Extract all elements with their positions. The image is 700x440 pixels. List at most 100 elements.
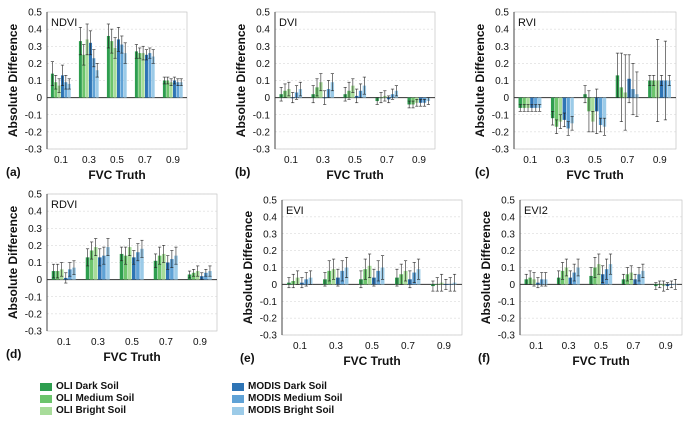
legend-label: OLI Medium Soil [56, 393, 135, 404]
y-tick-label: 0.3 [501, 229, 515, 240]
y-axis-label: Absolute Difference [6, 205, 20, 319]
bar [602, 97, 607, 127]
bar [659, 80, 664, 98]
bar [550, 97, 555, 119]
legend-label: OLI Bright Soil [56, 405, 126, 416]
y-tick-label: -0.2 [498, 314, 516, 325]
bar [102, 255, 106, 280]
bar [106, 247, 110, 280]
y-tick-label: -0.1 [253, 110, 271, 121]
y-tick-label: 0.5 [28, 190, 42, 201]
legend-item-oli-dark: OLI Dark Soil [40, 381, 119, 392]
bar [591, 97, 595, 122]
y-tick-label: 0.5 [501, 196, 515, 207]
bar [123, 53, 127, 98]
legend-swatch [232, 394, 244, 403]
legend-label: MODIS Medium Soil [248, 393, 343, 404]
bar [113, 47, 117, 98]
y-tick-label: 0.4 [263, 212, 277, 223]
bar [85, 39, 89, 98]
x-axis-label: FVC Truth [566, 168, 623, 182]
y-tick-label: -0.2 [25, 309, 43, 320]
y-tick-label: 0 [264, 93, 270, 104]
bar [138, 53, 142, 98]
panel-label: (a) [6, 165, 21, 179]
x-tick-label: 0.5 [594, 341, 608, 352]
y-tick-label: -0.2 [25, 127, 43, 138]
bar [89, 250, 94, 280]
panel-label: (b) [235, 165, 250, 179]
legend-label: MODIS Dark Soil [248, 381, 327, 392]
bar [95, 70, 99, 98]
y-tick-label: -0.3 [498, 331, 516, 342]
y-tick-label: 0.4 [28, 207, 42, 218]
bar [157, 255, 162, 280]
bar [106, 35, 110, 98]
x-tick-label: 0.9 [193, 337, 207, 348]
chart-title: NDVI [51, 17, 77, 29]
bar [179, 82, 183, 98]
y-tick-label: 0.2 [495, 59, 509, 70]
legend-swatch [232, 382, 244, 391]
chart-title: DVI [279, 17, 297, 29]
x-tick-label: 0.1 [284, 155, 298, 166]
x-tick-label: 0.3 [562, 341, 576, 352]
x-tick-label: 0.5 [348, 155, 362, 166]
bar [522, 97, 526, 108]
y-axis-label: Absolute Difference [234, 23, 248, 137]
bar [598, 97, 603, 126]
x-tick-label: 0.9 [653, 155, 667, 166]
chart-title: RDVI [51, 199, 77, 211]
y-tick-label: -0.3 [253, 145, 271, 156]
y-tick-label: 0.4 [256, 25, 270, 36]
chart-title: EVI2 [524, 205, 548, 217]
bar [518, 97, 522, 108]
bar [132, 257, 136, 280]
y-tick-label: 0.2 [501, 246, 515, 257]
y-tick-label: -0.1 [25, 292, 43, 303]
bar [570, 97, 574, 124]
bar [566, 97, 570, 129]
y-tick-label: 0.4 [28, 25, 42, 36]
y-tick-label: -0.3 [260, 331, 278, 342]
y-tick-label: 0.5 [263, 196, 277, 207]
y-tick-label: -0.1 [498, 297, 516, 308]
y-tick-label: 0.1 [28, 258, 42, 269]
y-tick-label: -0.2 [260, 314, 278, 325]
y-tick-label: -0.3 [492, 145, 510, 156]
legend-item-oli-bright: OLI Bright Soil [40, 405, 126, 416]
chart-title: RVI [518, 17, 536, 29]
y-tick-label: -0.2 [253, 127, 271, 138]
bar [166, 262, 170, 280]
y-axis-label: Absolute Difference [473, 23, 487, 137]
panel-label: (e) [240, 351, 255, 365]
y-tick-label: 0.2 [263, 246, 277, 257]
bar [93, 247, 98, 280]
bar [537, 97, 542, 108]
legend-item-oli-medium: OLI Medium Soil [40, 393, 134, 404]
x-tick-label: 0.9 [437, 341, 451, 352]
y-axis-label: Absolute Difference [479, 210, 493, 324]
y-tick-label: 0 [509, 280, 515, 291]
x-tick-label: 0.7 [380, 155, 394, 166]
x-tick-label: 0.3 [91, 337, 105, 348]
y-tick-label: 0.5 [28, 8, 42, 19]
bar [117, 39, 120, 98]
legend-item-modis-dark: MODIS Dark Soil [232, 381, 327, 392]
y-tick-label: 0.2 [28, 59, 42, 70]
bar [120, 44, 124, 98]
x-axis-label: FVC Truth [103, 350, 160, 364]
bar [64, 82, 68, 98]
x-tick-label: 0.9 [166, 155, 180, 166]
y-tick-label: -0.2 [492, 127, 510, 138]
y-tick-label: 0.2 [28, 241, 42, 252]
x-axis-label: FVC Truth [326, 168, 383, 182]
bar [123, 255, 128, 280]
bar [667, 80, 671, 98]
y-tick-label: 0.3 [28, 42, 42, 53]
bar [61, 75, 64, 98]
x-axis-label: FVC Truth [88, 168, 145, 182]
bar [141, 53, 145, 98]
y-tick-label: 0.5 [256, 8, 270, 19]
bar [162, 80, 166, 98]
